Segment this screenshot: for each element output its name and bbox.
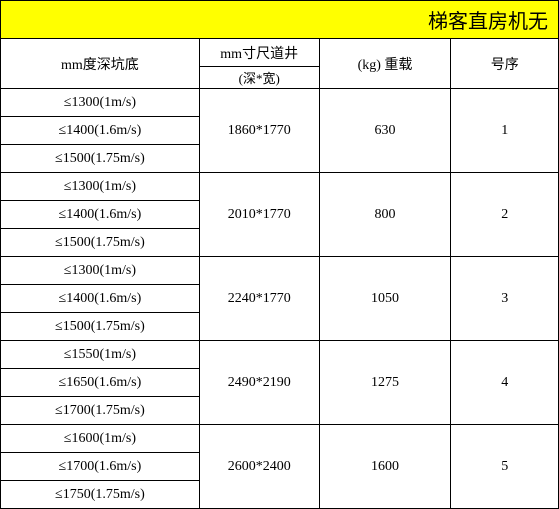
weight-cell: 1275 bbox=[319, 341, 451, 425]
title-bar: 梯客直房机无 bbox=[0, 0, 559, 38]
table-row: ≤1600(1m/s)2600*240016005 bbox=[1, 425, 559, 453]
title-text: 梯客直房机无 bbox=[428, 11, 548, 33]
depth-cell: ≤1400(1.6m/s) bbox=[1, 117, 200, 145]
depth-cell: ≤1500(1.75m/s) bbox=[1, 145, 200, 173]
depth-cell: ≤1400(1.6m/s) bbox=[1, 201, 200, 229]
table-row: ≤1300(1m/s)2240*177010503 bbox=[1, 257, 559, 285]
depth-cell: ≤1300(1m/s) bbox=[1, 89, 200, 117]
spec-table: mm度深坑底 mm寸尺道井 (kg) 重载 号序 (深*宽) ≤1300(1m/… bbox=[0, 38, 559, 509]
size-cell: 2240*1770 bbox=[199, 257, 319, 341]
num-cell: 1 bbox=[451, 89, 559, 173]
size-cell: 1860*1770 bbox=[199, 89, 319, 173]
weight-cell: 1600 bbox=[319, 425, 451, 509]
table-body: ≤1300(1m/s)1860*17706301≤1400(1.6m/s)≤15… bbox=[1, 89, 559, 509]
num-cell: 5 bbox=[451, 425, 559, 509]
header-size-top: mm寸尺道井 bbox=[199, 39, 319, 67]
header-depth: mm度深坑底 bbox=[1, 39, 200, 89]
depth-cell: ≤1650(1.6m/s) bbox=[1, 369, 200, 397]
depth-cell: ≤1750(1.75m/s) bbox=[1, 481, 200, 509]
depth-cell: ≤1500(1.75m/s) bbox=[1, 313, 200, 341]
depth-cell: ≤1300(1m/s) bbox=[1, 257, 200, 285]
weight-cell: 630 bbox=[319, 89, 451, 173]
num-cell: 3 bbox=[451, 257, 559, 341]
header-row-top: mm度深坑底 mm寸尺道井 (kg) 重载 号序 bbox=[1, 39, 559, 67]
depth-cell: ≤1300(1m/s) bbox=[1, 173, 200, 201]
table-row: ≤1550(1m/s)2490*219012754 bbox=[1, 341, 559, 369]
depth-cell: ≤1500(1.75m/s) bbox=[1, 229, 200, 257]
size-cell: 2490*2190 bbox=[199, 341, 319, 425]
depth-cell: ≤1400(1.6m/s) bbox=[1, 285, 200, 313]
size-cell: 2600*2400 bbox=[199, 425, 319, 509]
header-weight: (kg) 重载 bbox=[319, 39, 451, 89]
table-row: ≤1300(1m/s)1860*17706301 bbox=[1, 89, 559, 117]
depth-cell: ≤1600(1m/s) bbox=[1, 425, 200, 453]
header-num: 号序 bbox=[451, 39, 559, 89]
header-size-sub: (深*宽) bbox=[199, 67, 319, 89]
num-cell: 2 bbox=[451, 173, 559, 257]
depth-cell: ≤1700(1.75m/s) bbox=[1, 397, 200, 425]
depth-cell: ≤1550(1m/s) bbox=[1, 341, 200, 369]
size-cell: 2010*1770 bbox=[199, 173, 319, 257]
weight-cell: 800 bbox=[319, 173, 451, 257]
table-row: ≤1300(1m/s)2010*17708002 bbox=[1, 173, 559, 201]
num-cell: 4 bbox=[451, 341, 559, 425]
weight-cell: 1050 bbox=[319, 257, 451, 341]
depth-cell: ≤1700(1.6m/s) bbox=[1, 453, 200, 481]
